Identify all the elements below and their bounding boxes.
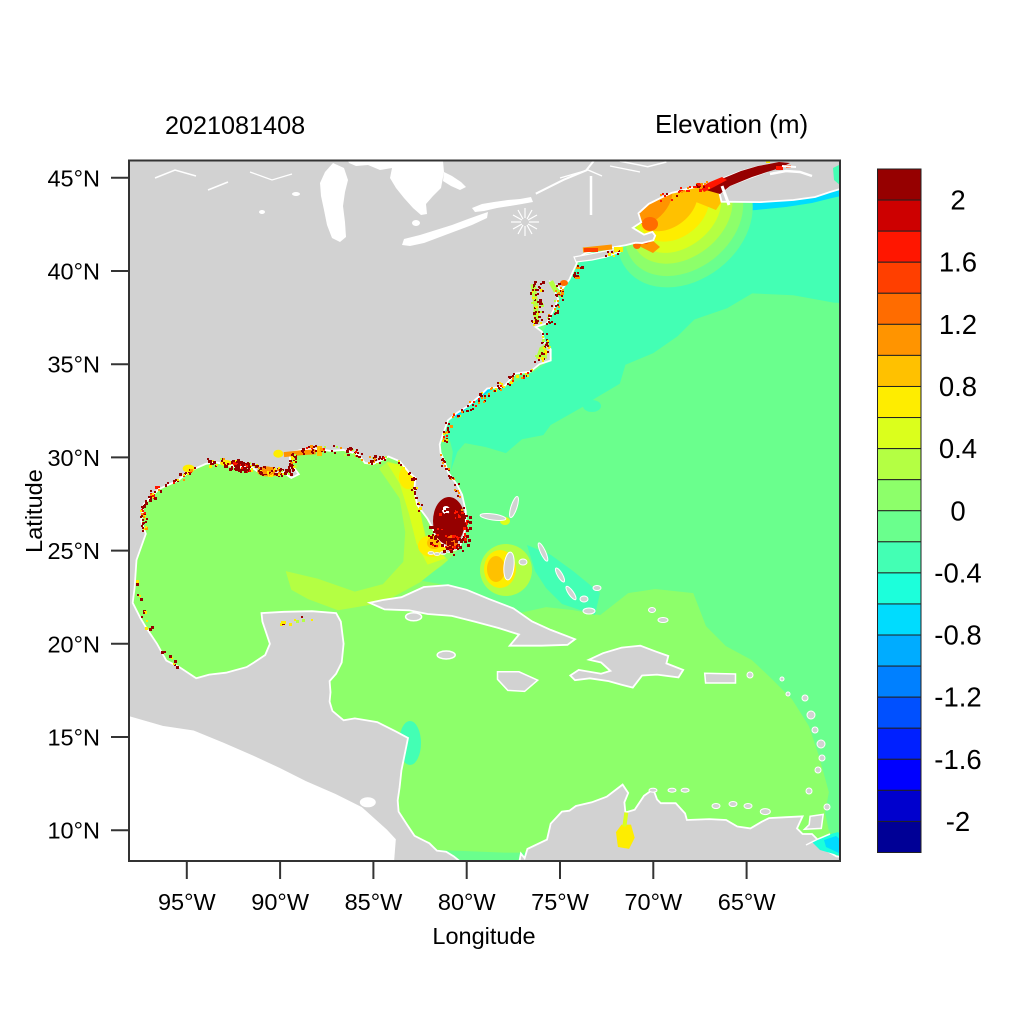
svg-text:15°N: 15°N: [47, 725, 100, 751]
svg-text:-2: -2: [946, 806, 970, 837]
svg-text:-1.2: -1.2: [934, 682, 981, 713]
svg-text:2: 2: [950, 185, 965, 216]
svg-text:Elevation (m): Elevation (m): [655, 109, 808, 139]
svg-text:Latitude: Latitude: [21, 469, 47, 553]
svg-text:0.4: 0.4: [939, 433, 977, 464]
svg-text:25°N: 25°N: [47, 538, 100, 564]
svg-text:65°W: 65°W: [718, 889, 777, 915]
svg-text:75°W: 75°W: [531, 889, 590, 915]
svg-text:70°W: 70°W: [624, 889, 683, 915]
svg-text:90°W: 90°W: [251, 889, 310, 915]
svg-text:0.8: 0.8: [939, 371, 977, 402]
svg-text:80°W: 80°W: [438, 889, 497, 915]
svg-text:40°N: 40°N: [47, 259, 100, 285]
svg-text:-0.4: -0.4: [934, 557, 981, 588]
svg-text:2021081408: 2021081408: [165, 112, 305, 140]
svg-text:30°N: 30°N: [47, 445, 100, 471]
svg-text:1.6: 1.6: [939, 247, 977, 278]
svg-text:-0.8: -0.8: [934, 620, 981, 651]
svg-text:20°N: 20°N: [47, 631, 100, 657]
svg-text:45°N: 45°N: [47, 165, 100, 191]
svg-text:Longitude: Longitude: [432, 923, 535, 949]
svg-text:0: 0: [950, 495, 965, 526]
svg-text:95°W: 95°W: [158, 889, 217, 915]
svg-text:-1.6: -1.6: [934, 744, 981, 775]
svg-text:85°W: 85°W: [345, 889, 404, 915]
svg-text:10°N: 10°N: [47, 818, 100, 844]
svg-text:35°N: 35°N: [47, 352, 100, 378]
svg-text:1.2: 1.2: [939, 309, 977, 340]
